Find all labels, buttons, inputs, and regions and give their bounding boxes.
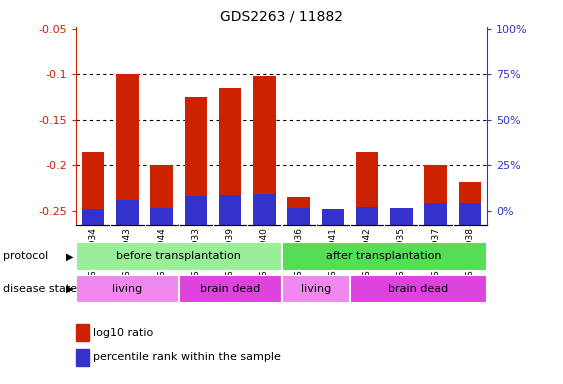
Text: ▶: ▶ xyxy=(66,284,74,294)
Text: GSM115037: GSM115037 xyxy=(431,227,440,282)
Bar xyxy=(179,275,282,303)
Bar xyxy=(356,207,378,225)
Bar xyxy=(288,208,310,225)
Text: ▶: ▶ xyxy=(66,251,74,262)
Text: GSM115042: GSM115042 xyxy=(363,227,372,281)
Bar xyxy=(116,200,138,225)
Text: log10 ratio: log10 ratio xyxy=(93,328,153,338)
Text: GSM115040: GSM115040 xyxy=(260,227,269,282)
Text: GSM115044: GSM115044 xyxy=(157,227,166,281)
Bar xyxy=(282,275,350,303)
Text: GSM115033: GSM115033 xyxy=(191,227,200,282)
Text: brain dead: brain dead xyxy=(388,284,449,294)
Bar xyxy=(390,208,413,225)
Bar xyxy=(82,209,104,225)
Bar xyxy=(116,74,138,225)
Bar xyxy=(459,182,481,225)
Bar xyxy=(219,88,242,225)
Text: GSM115041: GSM115041 xyxy=(328,227,337,282)
Bar xyxy=(321,209,344,225)
Text: GSM115039: GSM115039 xyxy=(226,227,235,282)
Text: percentile rank within the sample: percentile rank within the sample xyxy=(93,353,281,362)
Bar xyxy=(150,166,173,225)
Bar xyxy=(76,324,89,341)
Bar xyxy=(253,76,275,225)
Bar xyxy=(76,242,282,271)
Bar xyxy=(185,196,207,225)
Bar xyxy=(150,208,173,225)
Text: protocol: protocol xyxy=(3,251,48,262)
Text: GSM115043: GSM115043 xyxy=(123,227,132,282)
Bar xyxy=(321,213,344,225)
Text: GDS2263 / 11882: GDS2263 / 11882 xyxy=(220,10,343,23)
Text: before transplantation: before transplantation xyxy=(117,251,241,262)
Bar xyxy=(459,203,481,225)
Text: brain dead: brain dead xyxy=(200,284,260,294)
Text: after transplantation: after transplantation xyxy=(327,251,442,262)
Bar xyxy=(253,194,275,225)
Bar xyxy=(425,203,447,225)
Bar xyxy=(350,275,487,303)
Bar xyxy=(390,209,413,225)
Text: GSM115036: GSM115036 xyxy=(294,227,303,282)
Bar xyxy=(282,242,487,271)
Text: GSM115034: GSM115034 xyxy=(88,227,97,282)
Text: living: living xyxy=(301,284,331,294)
Bar xyxy=(185,97,207,225)
Text: GSM115035: GSM115035 xyxy=(397,227,406,282)
Bar xyxy=(288,197,310,225)
Bar xyxy=(425,166,447,225)
Bar xyxy=(76,349,89,366)
Text: GSM115038: GSM115038 xyxy=(466,227,475,282)
Bar xyxy=(82,152,104,225)
Bar xyxy=(356,152,378,225)
Text: disease state: disease state xyxy=(3,284,77,294)
Bar xyxy=(219,195,242,225)
Text: living: living xyxy=(112,284,142,294)
Bar xyxy=(76,275,179,303)
